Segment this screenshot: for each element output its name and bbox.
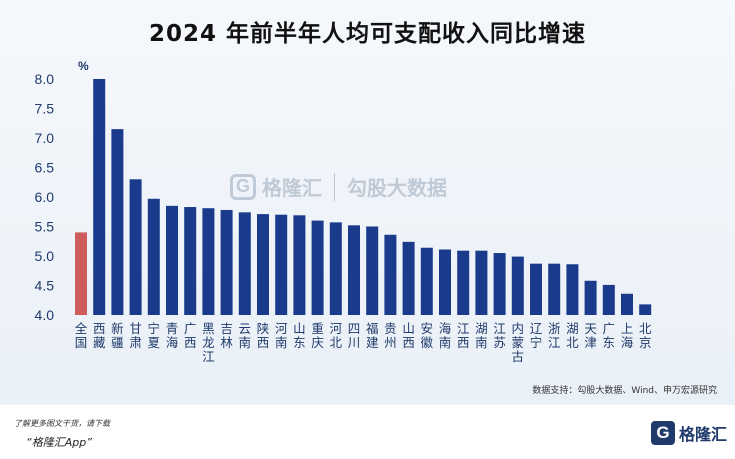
bar [621,293,633,315]
bar [493,253,506,315]
x-tick-label: 辽宁 [530,321,543,350]
bar [402,241,415,315]
bar [511,256,524,315]
bar [602,284,615,315]
watermark-divider [334,172,335,201]
bar [548,263,561,315]
brand-logo-icon: G [650,421,675,445]
bar [184,207,197,315]
x-tick-label: 河南 [275,321,288,350]
bar [238,212,251,315]
x-tick-label: 内蒙古 [512,321,525,364]
brand-logo: G 格隆汇 [650,421,727,445]
y-tick-label: 4.0 [35,307,55,323]
x-tick-label: 山东 [293,321,306,350]
watermark-logo-icon: G [230,173,256,200]
x-tick-label: 安徽 [421,321,434,350]
bar [75,232,87,315]
x-tick-label: 山西 [402,321,415,350]
bar [439,249,451,315]
bar [147,198,160,315]
x-tick-label: 江西 [457,321,470,350]
bar [348,225,360,315]
x-tick-label: 天津 [584,321,597,350]
bar [639,304,652,315]
bar [93,79,106,315]
bar [384,234,397,315]
x-tick-label: 河北 [330,321,343,350]
x-tick-label: 青海 [166,321,179,350]
bar [475,250,488,315]
x-tick-label: 宁夏 [148,321,161,350]
bar [220,209,233,315]
bar [566,264,579,315]
x-tick-label: 广东 [603,321,616,350]
footer-line2: “格隆汇App” [26,436,92,449]
bar [111,129,124,315]
brand-name: 格隆汇 [678,425,727,444]
bar [311,220,324,315]
chart-title: 2024 年前半年人均可支配收入同比增速 [148,21,587,47]
x-tick-label: 重庆 [311,321,324,350]
footer-line1: 了解更多图文干货，请下载 [14,419,110,428]
x-tick-label: 陕西 [257,321,270,350]
y-tick-label: 8.0 [35,71,55,87]
x-tick-label: 四川 [348,321,361,350]
x-tick-label: 浙江 [548,321,561,350]
x-tick-label: 江苏 [493,321,506,350]
watermark-brand: 格隆汇 [262,176,322,200]
y-axis: 4.0 4.5 5.0 5.5 6.0 6.5 7.0 7.5 8.0% [35,59,89,323]
x-axis: 全国西藏新疆甘肃宁夏青海广西黑龙江吉林云南陕西河南山东重庆河北四川福建贵州山西安… [75,321,652,364]
x-tick-label: 上海 [621,321,634,350]
x-tick-label: 广西 [184,321,197,350]
x-tick-label: 湖南 [475,321,488,350]
source-note: 数据支持：勾股大数据、Wind、申万宏源研究 [532,386,717,396]
y-axis-unit: % [78,59,89,73]
y-tick-label: 5.5 [35,219,55,235]
x-tick-label: 新疆 [111,321,124,350]
bar [457,250,470,315]
y-tick-label: 7.5 [35,101,55,117]
y-tick-label: 7.0 [35,130,55,146]
x-tick-label: 湖北 [566,321,579,350]
bar [420,247,433,315]
x-tick-label: 海南 [439,321,452,350]
bar [166,205,178,315]
watermark-brand2: 勾股大数据 [347,176,447,200]
x-tick-label: 全国 [75,321,88,350]
bar [275,214,288,315]
x-tick-label: 吉林 [220,321,233,350]
bar [584,280,597,315]
y-tick-label: 5.0 [35,248,55,264]
x-tick-label: 西藏 [93,321,106,350]
x-tick-label: 贵州 [384,321,397,350]
bar [530,263,542,315]
y-tick-label: 6.5 [35,160,55,176]
y-tick-label: 6.0 [35,189,55,205]
x-tick-label: 黑龙江 [202,321,215,364]
bar [329,222,342,315]
bars [75,79,652,315]
x-tick-label: 福建 [366,321,379,350]
y-tick-label: 4.5 [35,278,55,294]
watermark: G 格隆汇 勾股大数据 [230,172,447,201]
x-tick-label: 云南 [239,321,252,350]
x-tick-label: 北京 [639,321,652,350]
bar [202,208,215,315]
bar-chart: 4.0 4.5 5.0 5.5 6.0 6.5 7.0 7.5 8.0% 全国西藏新疆甘肃宁夏青… [35,59,652,364]
bar [293,215,306,315]
bar [366,226,379,315]
x-tick-label: 甘肃 [129,321,142,350]
bar [257,214,269,315]
bar [129,179,142,315]
